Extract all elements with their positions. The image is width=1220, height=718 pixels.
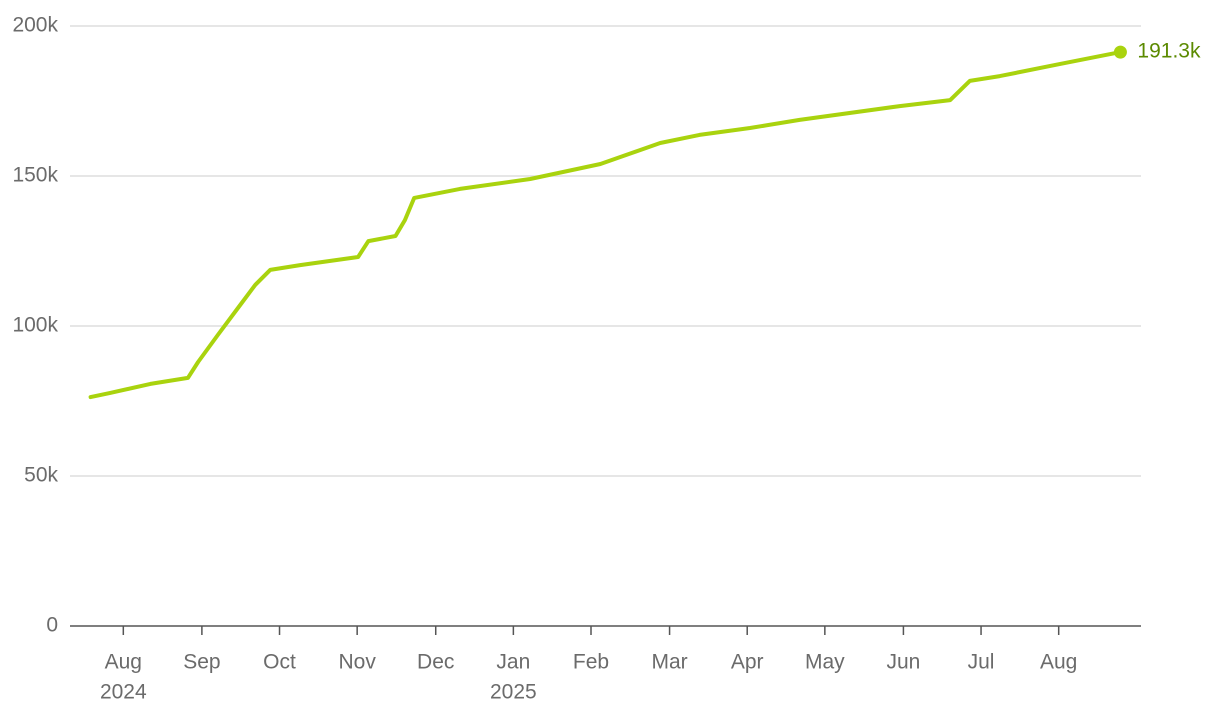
x-tick-label: Oct xyxy=(263,651,296,674)
y-tick-label: 150k xyxy=(12,164,58,187)
x-year-label: 2025 xyxy=(490,681,537,704)
x-tick-label: Dec xyxy=(417,651,454,674)
x-tick-label: Jan xyxy=(496,651,530,674)
end-value-label: 191.3k xyxy=(1137,40,1201,63)
y-tick-label: 0 xyxy=(46,614,58,637)
x-tick-label: Aug xyxy=(105,651,142,674)
x-year-label: 2024 xyxy=(100,681,147,704)
x-tick-label: Jul xyxy=(968,651,995,674)
x-tick-label: Sep xyxy=(183,651,220,674)
x-tick-label: Mar xyxy=(651,651,687,674)
x-tick-label: Aug xyxy=(1040,651,1077,674)
x-tick-label: Jun xyxy=(886,651,920,674)
x-tick-label: Nov xyxy=(338,651,376,674)
end-point xyxy=(1113,45,1127,59)
x-tick-label: Apr xyxy=(731,651,764,674)
x-tick-label: May xyxy=(805,651,845,674)
y-tick-label: 100k xyxy=(12,314,58,337)
x-tick-label: Feb xyxy=(573,651,609,674)
y-tick-label: 50k xyxy=(24,464,58,487)
y-tick-label: 200k xyxy=(12,14,58,37)
line xyxy=(88,50,1123,400)
